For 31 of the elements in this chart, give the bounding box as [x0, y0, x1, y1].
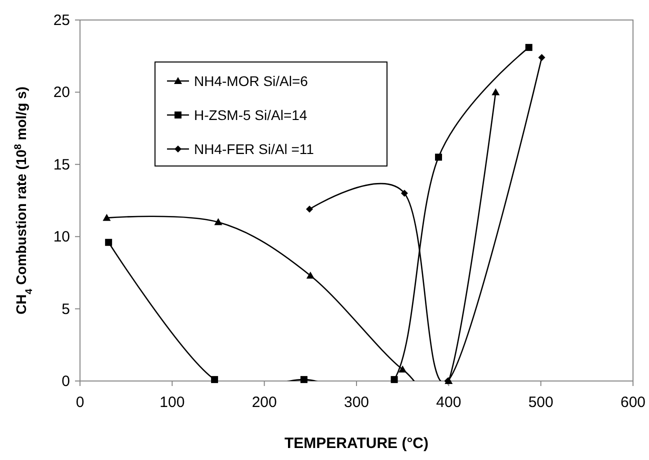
- x-axis-title: TEMPERATURE (°C): [284, 435, 429, 452]
- x-tick-label: 300: [344, 394, 370, 411]
- point: [492, 88, 500, 96]
- point: [105, 238, 112, 246]
- point: [400, 190, 408, 197]
- x-tick-label: 500: [528, 394, 554, 411]
- x-tick-label: 100: [160, 394, 185, 411]
- point: [102, 214, 111, 221]
- x-tick-label: 200: [252, 394, 277, 411]
- point: [300, 376, 308, 384]
- point: [390, 376, 398, 384]
- y-tick-label: 10: [53, 228, 70, 246]
- legend-label: NH4-MOR Si/Al=6: [194, 73, 308, 89]
- x-tick-label: 0: [76, 394, 84, 411]
- point: [306, 206, 313, 213]
- x-tick-label: 400: [436, 394, 462, 411]
- y-tick-label: 0: [62, 373, 70, 390]
- point: [214, 218, 222, 226]
- point: [306, 272, 314, 279]
- legend-label: H-ZSM-5 Si/Al=14: [194, 107, 308, 123]
- y-tick-label: 25: [53, 12, 70, 29]
- point: [211, 376, 218, 384]
- y-tick-label: 5: [62, 300, 70, 318]
- point: [525, 44, 532, 51]
- y-tick-label: 20: [53, 84, 70, 102]
- y-tick-label: 15: [53, 156, 70, 174]
- x-tick-label: 600: [620, 394, 646, 411]
- point: [435, 154, 442, 161]
- point: [538, 54, 546, 62]
- point: [398, 365, 407, 372]
- legend-label: NH4-FER Si/Al =11: [194, 141, 314, 157]
